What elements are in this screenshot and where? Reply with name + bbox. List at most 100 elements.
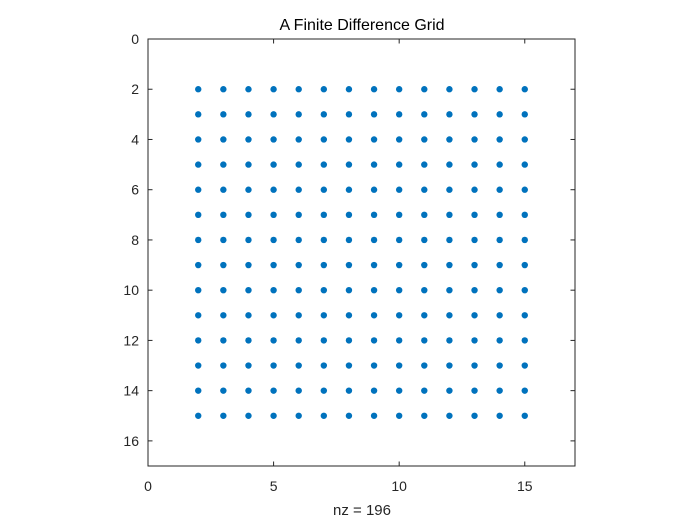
x-tick-label: 10 <box>391 478 407 494</box>
data-point <box>421 412 428 419</box>
data-point <box>320 412 328 419</box>
data-point <box>370 312 378 319</box>
data-point <box>345 136 353 143</box>
data-point <box>446 312 453 319</box>
data-point <box>295 186 302 193</box>
data-point <box>345 312 353 319</box>
data-point <box>345 337 353 344</box>
data-point <box>395 387 403 394</box>
data-point <box>270 136 277 143</box>
data-point <box>295 286 302 294</box>
data-point <box>496 261 503 269</box>
data-point <box>320 161 328 168</box>
data-point <box>421 236 428 244</box>
data-point <box>395 161 403 168</box>
x-tick-label: 0 <box>144 478 152 494</box>
y-tick-label: 4 <box>131 131 139 147</box>
data-point <box>395 136 403 143</box>
data-point <box>270 211 277 219</box>
data-point <box>220 362 227 369</box>
data-point <box>446 387 453 394</box>
data-point <box>320 236 328 244</box>
y-tick-label: 2 <box>131 81 139 97</box>
data-point <box>345 387 353 394</box>
data-point <box>195 261 202 269</box>
data-point <box>195 286 202 294</box>
data-point <box>496 387 503 394</box>
data-point <box>521 312 528 319</box>
data-point <box>446 136 453 143</box>
data-point <box>245 362 252 369</box>
data-point <box>496 136 503 143</box>
data-point <box>245 412 252 419</box>
data-point <box>421 186 428 193</box>
data-point <box>496 111 503 118</box>
data-point <box>521 362 528 369</box>
data-point <box>195 86 202 93</box>
data-point <box>471 286 478 294</box>
data-point <box>295 412 302 419</box>
data-point <box>295 236 302 244</box>
data-point <box>446 186 453 193</box>
data-point <box>245 387 252 394</box>
data-point <box>195 362 202 369</box>
data-point <box>220 111 227 118</box>
data-points <box>195 86 528 419</box>
data-point <box>471 161 478 168</box>
data-point <box>320 387 328 394</box>
data-point <box>370 337 378 344</box>
data-point <box>245 261 252 269</box>
data-point <box>446 211 453 219</box>
data-point <box>295 362 302 369</box>
data-point <box>421 261 428 269</box>
data-point <box>395 312 403 319</box>
data-point <box>521 261 528 269</box>
data-point <box>295 136 302 143</box>
data-point <box>521 236 528 244</box>
data-point <box>245 136 252 143</box>
data-point <box>421 337 428 344</box>
data-point <box>370 111 378 118</box>
data-point <box>320 312 328 319</box>
data-point <box>395 337 403 344</box>
data-point <box>220 86 227 93</box>
y-tick-label: 0 <box>131 31 139 47</box>
data-point <box>370 261 378 269</box>
data-point <box>421 362 428 369</box>
data-point <box>245 312 252 319</box>
x-tick-label: 5 <box>270 478 278 494</box>
data-point <box>195 387 202 394</box>
data-point <box>270 412 277 419</box>
data-point <box>220 337 227 344</box>
data-point <box>345 362 353 369</box>
data-point <box>521 161 528 168</box>
y-axis: 0 2 4 6 8 10 12 14 16 <box>123 31 575 449</box>
data-point <box>395 211 403 219</box>
data-point <box>270 161 277 168</box>
data-point <box>370 186 378 193</box>
data-point <box>195 136 202 143</box>
y-tick-label: 10 <box>123 282 139 298</box>
chart-title: A Finite Difference Grid <box>279 17 444 34</box>
data-point <box>395 186 403 193</box>
x-axis-label: nz = 196 <box>333 502 391 519</box>
x-axis: 0 5 10 15 <box>144 39 533 494</box>
data-point <box>345 86 353 93</box>
data-point <box>471 337 478 344</box>
data-point <box>245 211 252 219</box>
data-point <box>195 412 202 419</box>
data-point <box>446 261 453 269</box>
y-tick-label: 16 <box>123 433 139 449</box>
data-point <box>446 337 453 344</box>
data-point <box>496 86 503 93</box>
data-point <box>270 261 277 269</box>
data-point <box>320 337 328 344</box>
data-point <box>496 161 503 168</box>
data-point <box>345 111 353 118</box>
data-point <box>496 186 503 193</box>
data-point <box>471 186 478 193</box>
y-tick-label: 8 <box>131 232 139 248</box>
data-point <box>245 286 252 294</box>
data-point <box>320 111 328 118</box>
